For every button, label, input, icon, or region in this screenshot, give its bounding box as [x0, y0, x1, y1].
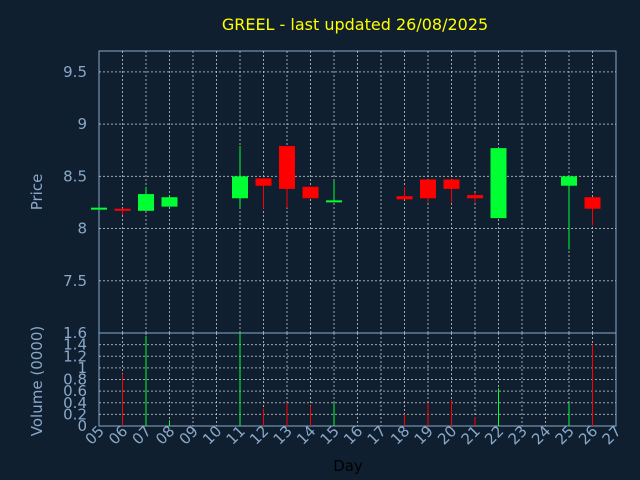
candle-body — [161, 197, 178, 207]
candle-body — [467, 195, 483, 199]
candle-body — [114, 208, 131, 211]
candle-body — [490, 148, 507, 219]
candle-body — [91, 207, 107, 210]
price-axis-label: Price — [28, 174, 46, 211]
candle-body — [138, 194, 154, 211]
volume-panel: 00.20.40.60.811.21.41.6 — [63, 324, 617, 435]
price-tick-label: 8.5 — [63, 167, 87, 185]
candle-body — [561, 176, 577, 186]
volume-tick-label: 1 — [77, 359, 87, 377]
volume-tick-label: 1.4 — [63, 336, 87, 354]
price-panel: 7.5 8 8.5 9 9.5 — [63, 50, 617, 334]
chart-title: GREEL - last updated 26/08/2025 — [222, 15, 488, 34]
candle-body — [420, 179, 436, 199]
candle-body — [302, 186, 319, 199]
volume-tick-label: 0.8 — [63, 371, 87, 389]
price-tick-label: 7.5 — [63, 272, 87, 290]
candle-body — [279, 146, 295, 189]
price-tick-label: 8 — [77, 220, 87, 238]
candle-body — [584, 197, 601, 209]
volume-tick-label: 0.4 — [63, 394, 87, 412]
candle-body — [326, 200, 342, 203]
volume-tick-label: 1.6 — [63, 324, 87, 342]
price-tick-label: 9.5 — [63, 63, 87, 81]
volume-tick-label: 1.2 — [63, 347, 87, 365]
x-axis: 0506070809101112131415161718192021222324… — [82, 422, 625, 448]
volume-tick-label: 0.2 — [63, 405, 87, 423]
candle-body — [443, 179, 460, 189]
volume-tick-label: 0 — [77, 417, 87, 435]
candle-body — [232, 176, 248, 199]
x-axis-label: Day — [333, 457, 363, 475]
candle-body — [255, 178, 272, 186]
volume-tick-label: 0.6 — [63, 382, 87, 400]
price-tick-label: 9 — [77, 115, 87, 133]
candle-body — [396, 196, 413, 200]
volume-axis-label: Volume (0000) — [28, 326, 46, 436]
